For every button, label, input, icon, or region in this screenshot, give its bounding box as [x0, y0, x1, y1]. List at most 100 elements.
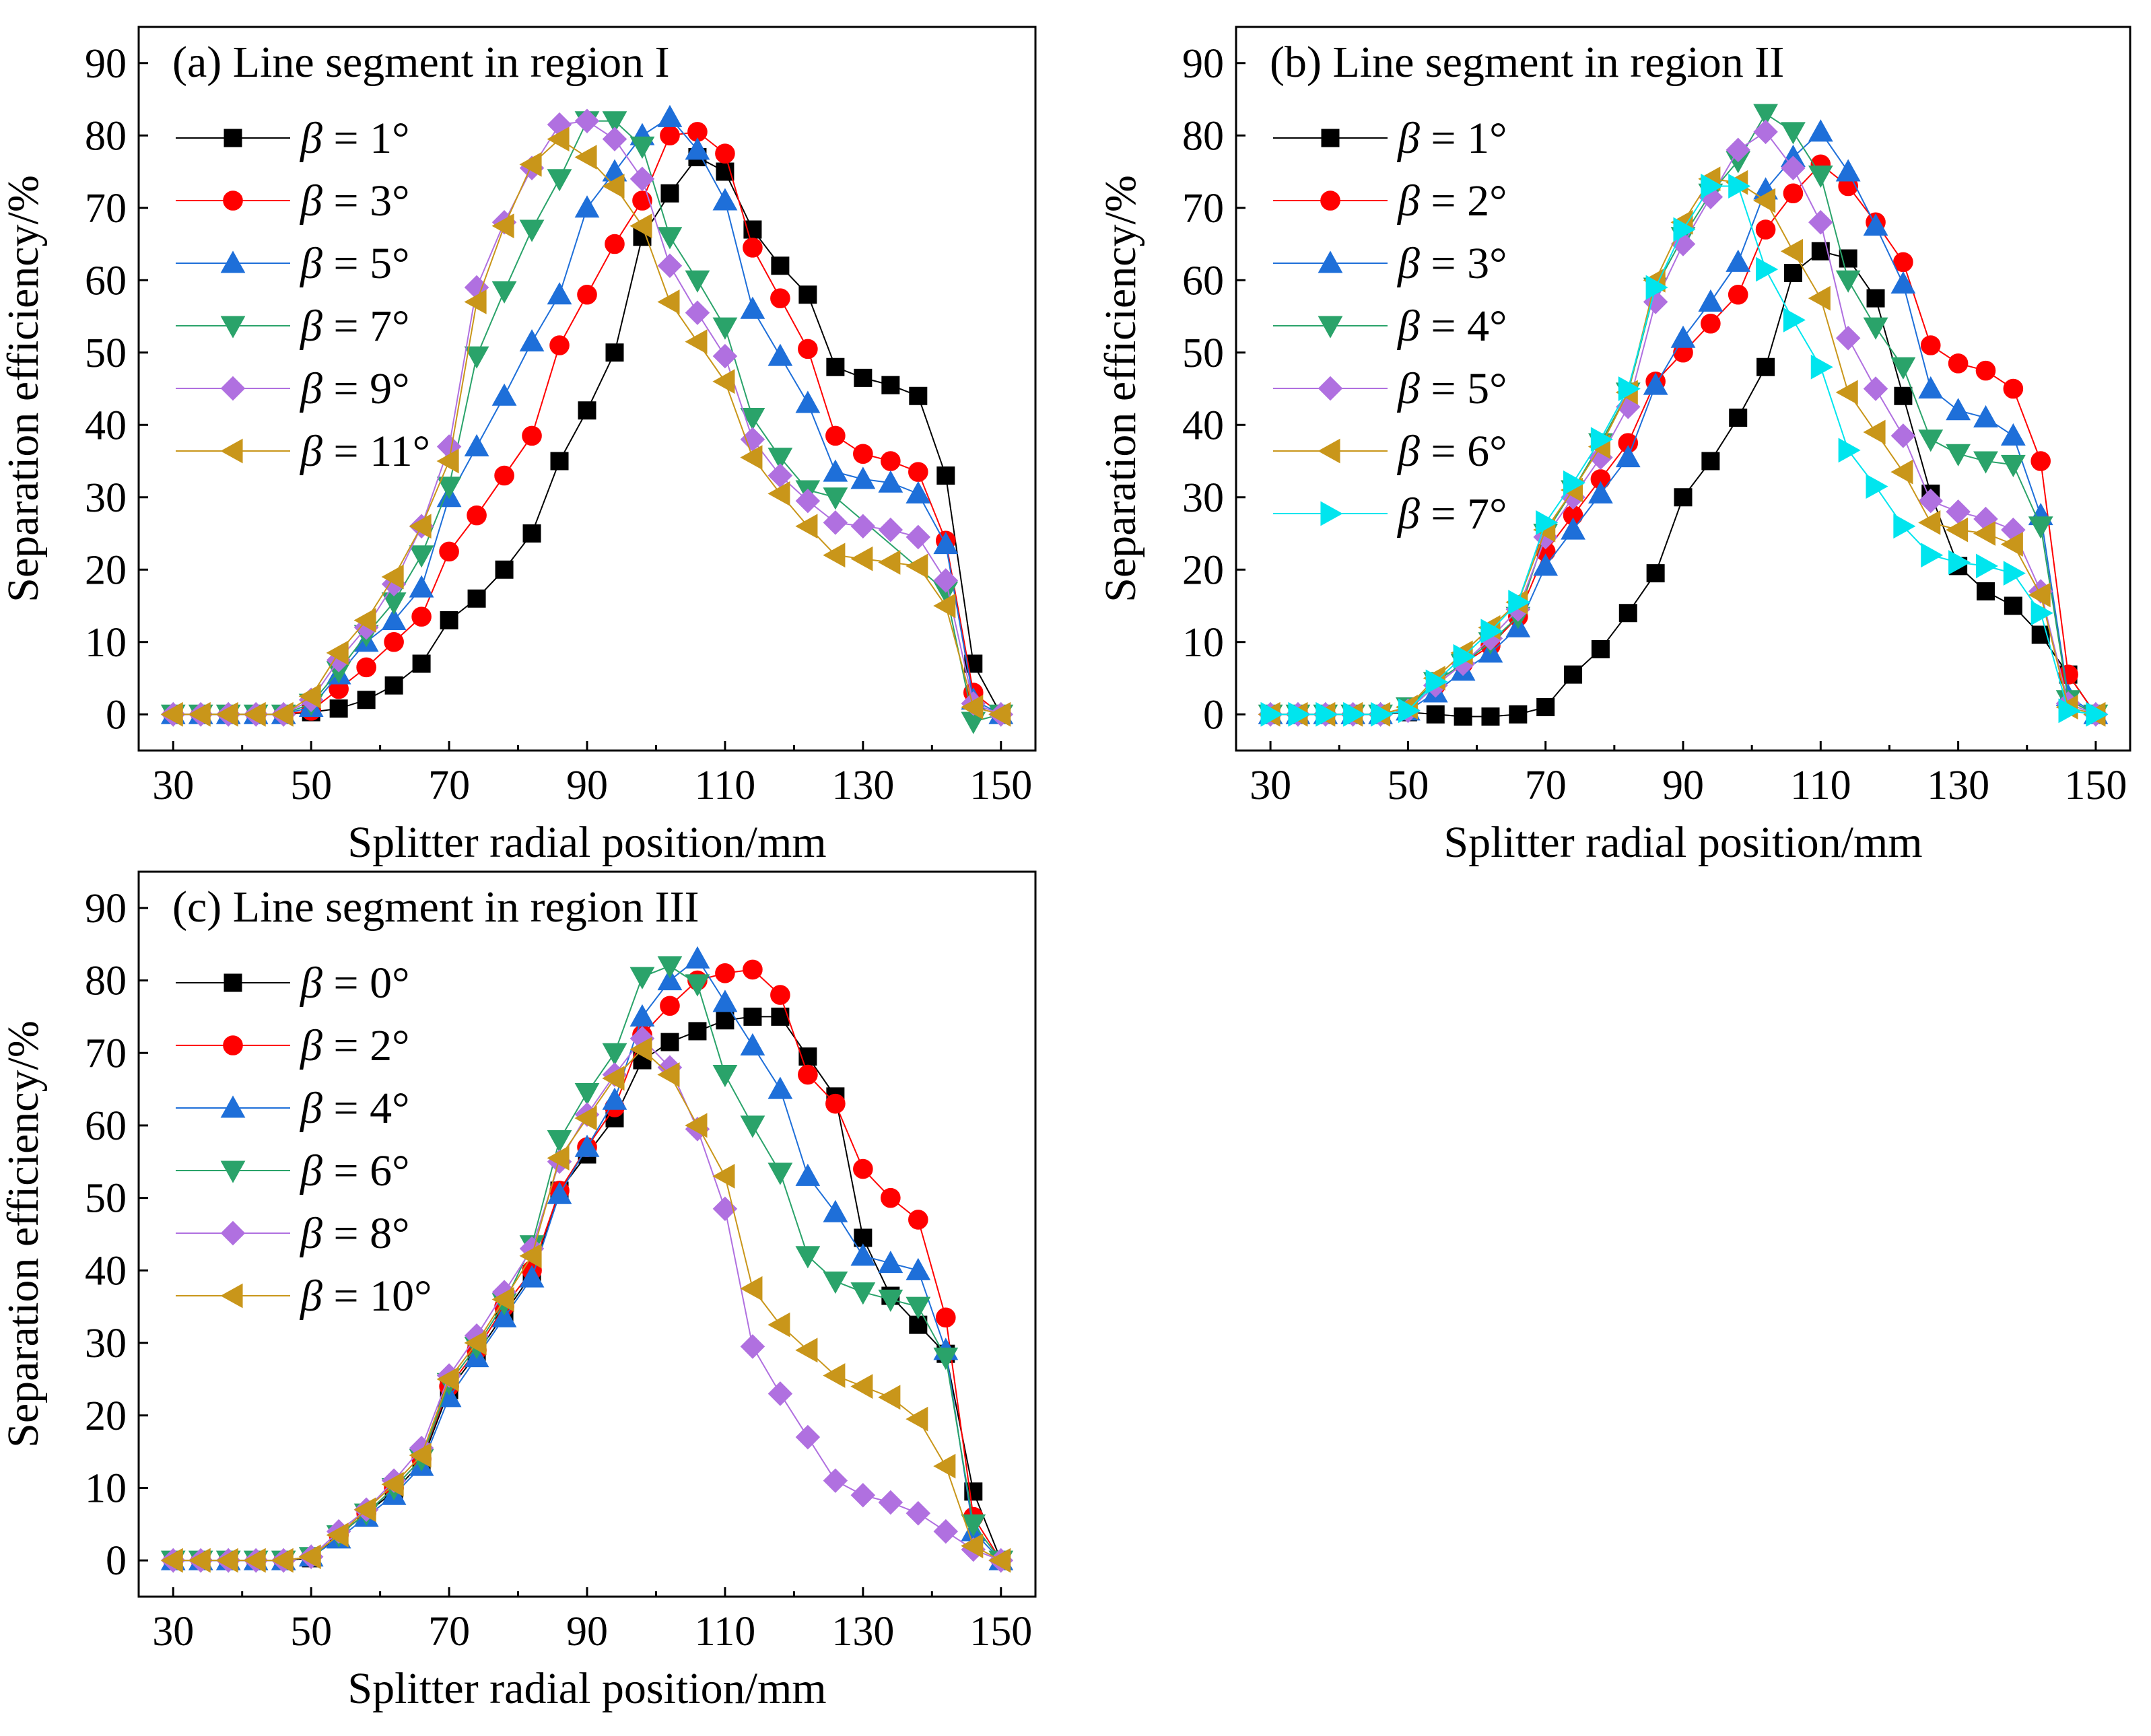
data-point	[657, 253, 683, 279]
y-tick-label: 10	[85, 620, 127, 666]
data-point	[1811, 242, 1830, 261]
data-point	[494, 465, 514, 486]
x-axis-title: Splitter radial position/mm	[347, 1664, 826, 1713]
data-point	[381, 564, 404, 590]
data-point	[881, 1187, 901, 1208]
data-point	[1426, 705, 1445, 724]
legend-marker	[224, 129, 242, 147]
x-tick-label: 90	[1662, 763, 1704, 808]
data-point	[908, 1210, 928, 1230]
data-point	[1316, 701, 1338, 727]
data-point	[491, 1287, 514, 1312]
y-tick-label: 20	[85, 547, 127, 593]
y-tick-label: 30	[85, 475, 127, 521]
data-point	[1866, 289, 1885, 308]
data-point	[823, 1468, 848, 1493]
legend-marker	[1318, 376, 1343, 401]
data-point	[1918, 376, 1944, 399]
data-point	[1835, 270, 1861, 293]
data-point	[2028, 516, 2053, 539]
legend-label: β = 7°	[299, 302, 410, 351]
data-point	[854, 368, 873, 387]
data-point	[1701, 174, 1723, 199]
data-point	[2000, 454, 2026, 477]
data-point	[1781, 122, 1806, 145]
data-point	[1863, 419, 1886, 445]
data-point	[798, 339, 818, 359]
data-point	[933, 568, 959, 593]
data-point	[823, 487, 848, 510]
y-tick-label: 70	[85, 186, 127, 232]
data-point	[491, 383, 517, 406]
data-point	[961, 1514, 986, 1537]
data-point	[629, 1037, 652, 1062]
y-tick-label: 20	[85, 1393, 127, 1439]
legend-marker	[1321, 129, 1340, 147]
data-point	[1783, 307, 1806, 333]
data-point	[1536, 698, 1555, 716]
data-point	[798, 1064, 818, 1085]
data-point	[933, 1519, 959, 1544]
data-point	[1753, 104, 1778, 127]
data-point	[409, 545, 434, 568]
series-line	[1270, 178, 2096, 716]
data-point	[961, 1533, 984, 1559]
legend-label: β = 7°	[1396, 489, 1507, 539]
data-point	[1590, 427, 1613, 452]
legend-label: β = 4°	[1396, 302, 1507, 351]
data-point	[574, 1082, 600, 1106]
data-point	[770, 985, 790, 1005]
data-point	[1920, 335, 1941, 355]
data-point	[1533, 553, 1559, 576]
data-point	[519, 219, 545, 242]
y-tick-label: 50	[85, 331, 127, 376]
data-point	[384, 631, 404, 652]
data-point	[271, 1548, 294, 1573]
data-point	[577, 284, 597, 305]
data-point	[464, 289, 487, 314]
data-point	[1425, 669, 1448, 695]
data-point	[740, 1334, 765, 1359]
data-point	[1561, 517, 1585, 540]
data-point	[464, 433, 489, 457]
data-point	[712, 188, 738, 211]
data-point	[1946, 398, 1971, 421]
data-point	[767, 343, 793, 366]
data-point	[491, 213, 514, 239]
legend-label: β = 6°	[1396, 427, 1507, 476]
data-point	[2058, 698, 2081, 724]
data-point	[1780, 238, 1803, 264]
data-point	[1698, 289, 1723, 312]
data-point	[853, 444, 873, 464]
data-point	[1260, 701, 1283, 727]
data-point	[1343, 701, 1366, 727]
data-point	[823, 1200, 848, 1222]
data-point	[1670, 325, 1696, 348]
legend-marker	[220, 1160, 246, 1183]
data-point	[825, 1093, 846, 1114]
y-tick-label: 80	[85, 113, 127, 159]
data-point	[657, 227, 683, 250]
legend-label: β = 1°	[1396, 114, 1507, 163]
data-point	[1564, 665, 1583, 684]
data-point	[795, 514, 818, 539]
data-point	[602, 1043, 627, 1066]
data-point	[795, 1163, 821, 1186]
data-point	[384, 676, 403, 695]
data-point	[1975, 553, 1999, 579]
x-tick-label: 150	[969, 1609, 1032, 1655]
series-4deg	[160, 946, 1014, 1570]
data-point	[547, 1130, 572, 1153]
data-point	[743, 1007, 762, 1026]
data-point	[936, 466, 955, 485]
data-point	[2030, 600, 2053, 626]
data-point	[2000, 423, 2026, 446]
data-point	[771, 256, 790, 275]
legend-label: β = 11°	[299, 427, 430, 476]
legend-label: β = 0°	[299, 959, 410, 1008]
data-point	[629, 136, 655, 159]
data-point	[878, 550, 901, 575]
data-point	[467, 505, 487, 526]
data-point	[1753, 119, 1778, 145]
